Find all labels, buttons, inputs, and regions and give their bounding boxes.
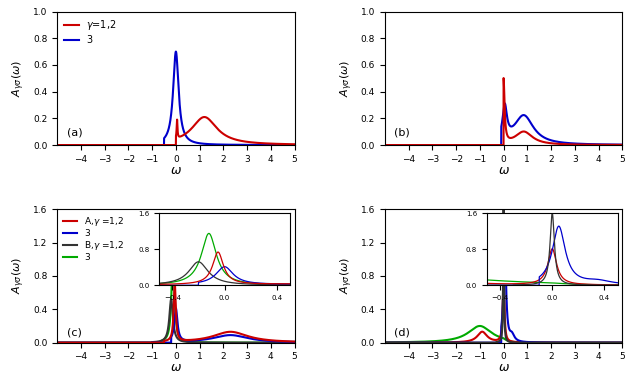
Text: (c): (c) [67, 328, 81, 338]
X-axis label: $\omega$: $\omega$ [498, 164, 509, 177]
Legend: $\gamma$=1,2, 3: $\gamma$=1,2, 3 [62, 17, 119, 47]
Y-axis label: $A_{\gamma\sigma}(\omega)$: $A_{\gamma\sigma}(\omega)$ [339, 60, 355, 97]
Text: (b): (b) [394, 128, 410, 138]
X-axis label: $\omega$: $\omega$ [498, 362, 509, 374]
X-axis label: $\omega$: $\omega$ [170, 164, 182, 177]
X-axis label: $\omega$: $\omega$ [170, 362, 182, 374]
Y-axis label: $A_{\gamma\sigma}(\omega)$: $A_{\gamma\sigma}(\omega)$ [11, 257, 27, 295]
Y-axis label: $A_{\gamma\sigma}(\omega)$: $A_{\gamma\sigma}(\omega)$ [11, 60, 27, 97]
Text: (d): (d) [394, 328, 410, 338]
Text: (a): (a) [67, 128, 83, 138]
Y-axis label: $A_{\gamma\sigma}(\omega)$: $A_{\gamma\sigma}(\omega)$ [339, 257, 355, 295]
Legend: A,$\gamma$ =1,2, 3, B,$\gamma$ =1,2, 3: A,$\gamma$ =1,2, 3, B,$\gamma$ =1,2, 3 [62, 214, 126, 264]
